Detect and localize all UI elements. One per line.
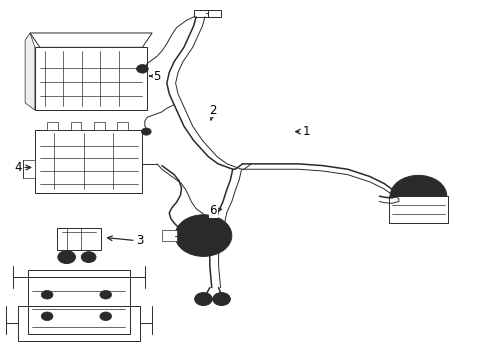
Text: 2: 2 [210,104,217,120]
Text: 5: 5 [150,69,161,82]
Text: 4: 4 [14,161,31,174]
Circle shape [41,312,53,320]
Bar [23,160,35,178]
Bar [71,122,81,130]
Circle shape [400,183,437,210]
Bar [208,10,220,17]
Circle shape [100,291,112,299]
Bar [35,130,143,193]
Circle shape [185,222,222,249]
Bar [57,228,101,250]
Bar [389,196,448,223]
Bar [27,270,130,334]
Text: 1: 1 [295,125,310,138]
Bar [47,122,58,130]
Circle shape [58,251,75,264]
Circle shape [175,215,232,256]
Circle shape [196,230,211,241]
Circle shape [403,179,424,195]
Circle shape [41,291,53,299]
Polygon shape [30,33,152,47]
Polygon shape [25,33,35,110]
Circle shape [81,252,96,262]
Circle shape [390,175,447,217]
Circle shape [100,312,112,320]
Bar [162,230,176,241]
Bar [94,122,105,130]
Bar [194,10,208,17]
Circle shape [142,128,151,135]
Circle shape [213,293,230,306]
Bar [118,122,128,130]
Text: 3: 3 [107,234,144,247]
Bar [35,47,147,110]
Circle shape [137,64,148,73]
Circle shape [195,293,212,306]
Text: 6: 6 [210,204,221,217]
